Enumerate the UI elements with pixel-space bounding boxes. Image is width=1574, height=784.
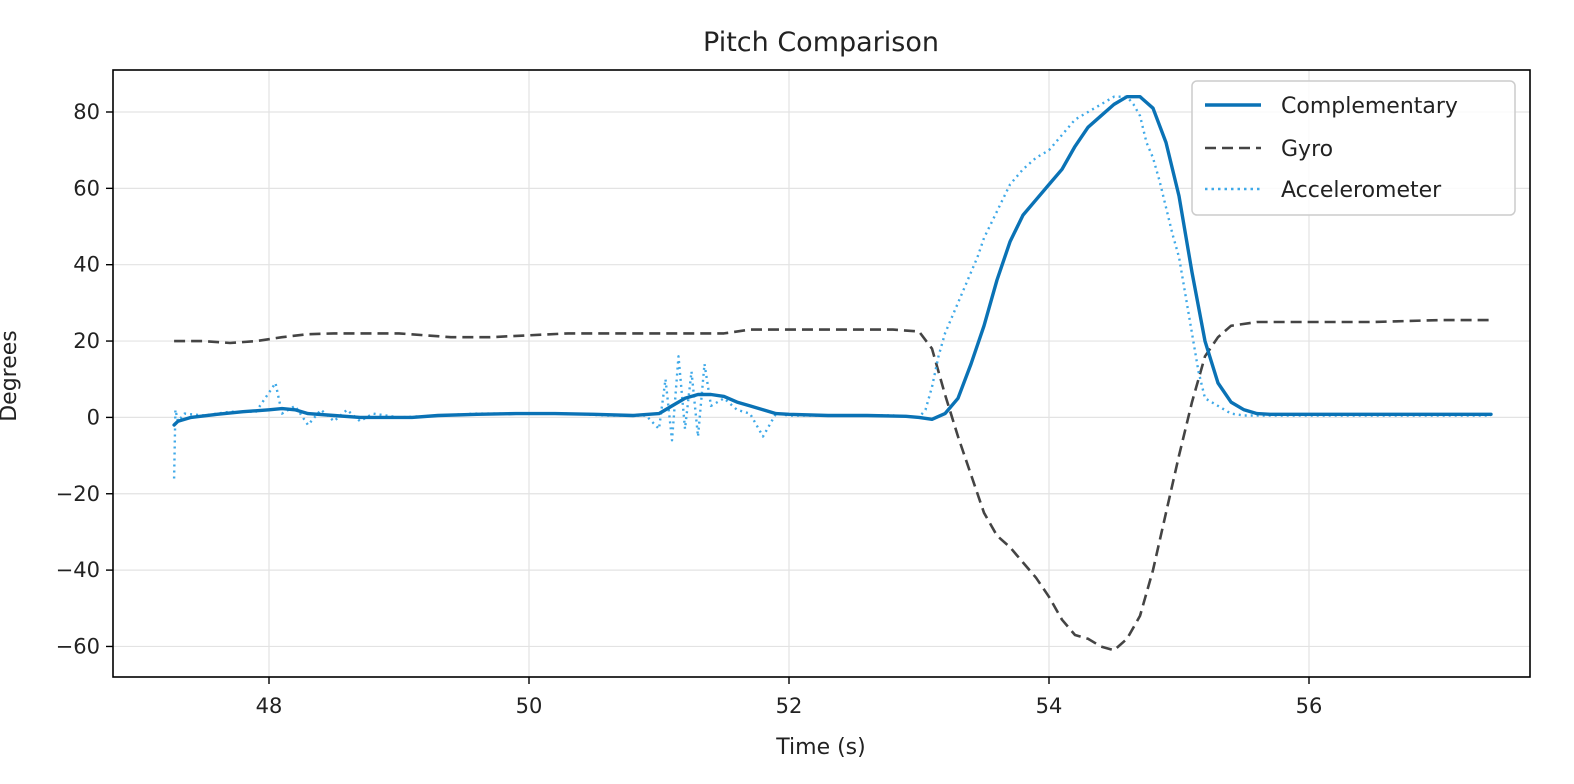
y-tick-label: 60 — [73, 176, 100, 200]
y-tick-label: 20 — [73, 329, 100, 353]
legend-label-accelerometer: Accelerometer — [1281, 178, 1442, 203]
x-tick-label: 48 — [256, 694, 283, 718]
y-axis-ticks: −60 −40 −20 0 20 40 60 80 — [56, 100, 113, 658]
x-tick-label: 56 — [1296, 694, 1323, 718]
legend-label-gyro: Gyro — [1281, 137, 1333, 162]
y-tick-label: 40 — [73, 253, 100, 277]
y-tick-label: 0 — [87, 405, 100, 429]
y-tick-label: −20 — [56, 482, 100, 506]
y-tick-label: −40 — [56, 558, 100, 582]
chart-title: Pitch Comparison — [703, 27, 939, 58]
legend: Complementary Gyro Accelerometer — [1191, 80, 1516, 216]
series-lines — [172, 94, 1493, 652]
y-tick-label: −60 — [56, 634, 100, 658]
legend-label-complementary: Complementary — [1281, 94, 1458, 119]
plot-frame — [112, 69, 1531, 678]
series-line-complementary — [172, 94, 1493, 427]
x-axis-ticks: 48 50 52 54 56 — [256, 677, 1323, 718]
x-tick-label: 52 — [776, 694, 803, 718]
y-tick-label: 80 — [73, 100, 100, 124]
x-tick-label: 50 — [516, 694, 543, 718]
legend-box — [1191, 80, 1516, 216]
series-line-gyro — [174, 318, 1491, 652]
series-line-accelerometer — [172, 95, 1491, 479]
y-axis-label: Degrees — [0, 330, 22, 422]
x-axis-label: Time (s) — [775, 735, 865, 760]
x-tick-label: 54 — [1036, 694, 1063, 718]
